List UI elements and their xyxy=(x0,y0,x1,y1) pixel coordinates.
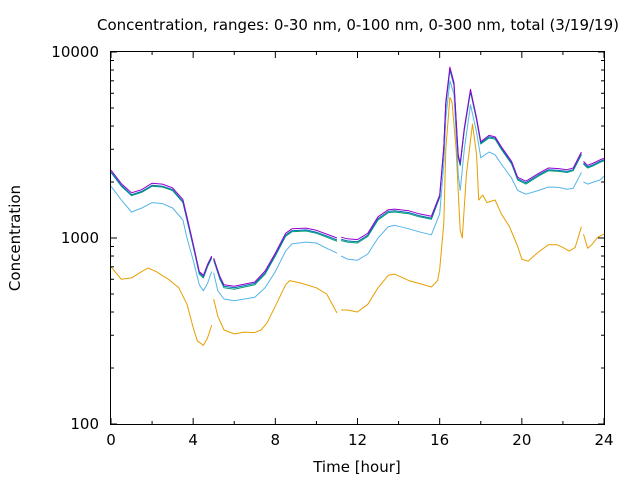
series-line xyxy=(340,69,582,244)
x-tick-label: 4 xyxy=(188,431,198,449)
series-line xyxy=(213,230,338,290)
y-tick-label: 1000 xyxy=(61,229,99,247)
series-line xyxy=(341,96,582,313)
x-tick-label: 16 xyxy=(430,431,449,449)
x-tick-label: 12 xyxy=(348,431,367,449)
series-2 xyxy=(110,69,605,290)
series-line xyxy=(110,172,213,279)
chart-title: Concentration, ranges: 0-30 nm, 0-100 nm… xyxy=(97,16,619,34)
plot-frame xyxy=(110,51,605,425)
y-tick-label: 10000 xyxy=(51,43,99,61)
plot-area: 0 4 8 12 16 20 24 100 1000 10000 xyxy=(51,43,613,449)
series-line xyxy=(110,169,213,276)
x-tick-label: 20 xyxy=(512,431,531,449)
series-line xyxy=(340,80,582,261)
series-line xyxy=(213,227,338,287)
series-line xyxy=(583,175,605,185)
series-layer xyxy=(110,66,605,346)
series-line xyxy=(213,229,338,289)
x-axis-label: Time [hour] xyxy=(312,458,401,476)
series-line xyxy=(583,159,605,168)
series-line xyxy=(213,280,338,335)
series-3 xyxy=(110,68,605,289)
series-line xyxy=(583,233,605,249)
x-tick-label: 0 xyxy=(106,431,116,449)
y-tick-label: 100 xyxy=(70,415,99,433)
series-line xyxy=(583,160,605,169)
series-line xyxy=(340,68,582,243)
series-1 xyxy=(110,80,605,302)
series-line xyxy=(583,157,605,166)
y-axis: 100 1000 10000 xyxy=(51,43,604,433)
series-line xyxy=(213,241,338,302)
x-axis: 0 4 8 12 16 20 24 xyxy=(106,52,614,449)
series-line xyxy=(110,171,213,278)
y-axis-label: Concentration xyxy=(6,185,24,291)
series-line xyxy=(110,185,213,292)
series-4 xyxy=(110,66,605,287)
series-line xyxy=(340,66,582,241)
x-tick-label: 24 xyxy=(594,431,613,449)
x-tick-label: 8 xyxy=(271,431,281,449)
series-0 xyxy=(110,96,605,346)
series-line xyxy=(110,266,213,346)
